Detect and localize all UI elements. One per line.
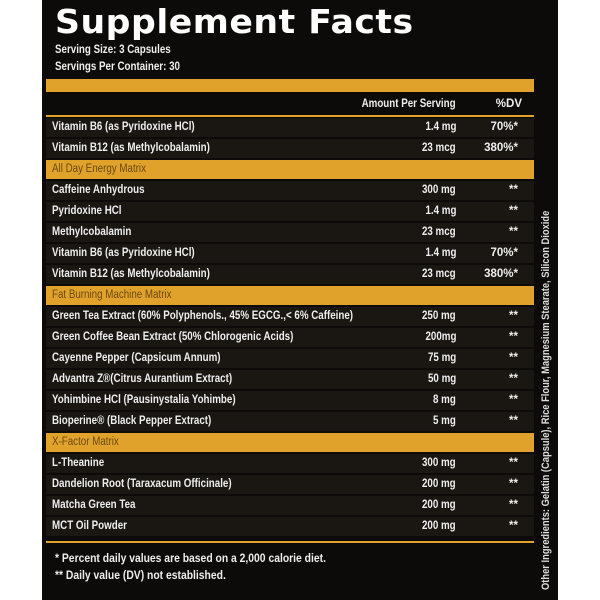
ingredient-name: Dandelion Root (Taraxacum Officinale) — [52, 478, 232, 490]
daily-value: ** — [509, 457, 518, 469]
daily-value: ** — [509, 226, 518, 238]
divider-line — [46, 115, 534, 117]
table-row: Methylcobalamin 23 mcg ** — [46, 223, 534, 242]
ingredient-name: Advantra Z®(Citrus Aurantium Extract) — [52, 373, 233, 385]
ingredient-name: Caffeine Anhydrous — [52, 184, 145, 196]
ingredient-name: Vitamin B6 (as Pyridoxine HCl) — [52, 121, 195, 133]
table-row: Yohimbine HCl (Pausinystalia Yohimbe) 8 m… — [46, 391, 534, 410]
amount: 200 mg — [422, 478, 456, 490]
daily-value: ** — [509, 184, 518, 196]
daily-value: 380%* — [484, 142, 518, 154]
table-row: Pyridoxine HCl 1.4 mg ** — [46, 202, 534, 221]
section-header: X-Factor Matrix — [46, 433, 534, 452]
table-row: Matcha Green Tea 200 mg ** — [46, 496, 534, 515]
ingredient-name: Vitamin B12 (as Methylcobalamin) — [52, 268, 210, 280]
other-ingredients: Other Ingredients: Gelatin (Capsule), Ri… — [540, 210, 552, 590]
amount: 1.4 mg — [425, 205, 456, 217]
daily-value: ** — [509, 352, 518, 364]
page-title: Supplement Facts — [55, 2, 414, 41]
ingredient-name: Green Tea Extract (60% Polyphenols., 45%… — [52, 310, 354, 322]
amount: 200 mg — [422, 520, 456, 532]
serving-size: Serving Size: 3 Capsules — [55, 44, 171, 56]
table-row: L-Theanine 300 mg ** — [46, 454, 534, 473]
amount-header: Amount Per Serving — [362, 98, 456, 110]
ingredient-name: Matcha Green Tea — [52, 499, 136, 511]
table-row: Vitamin B12 (as Methylcobalamin) 23 mcg 38… — [46, 265, 534, 284]
amount: 8 mg — [433, 394, 456, 406]
ingredient-name: Vitamin B6 (as Pyridoxine HCl) — [52, 247, 195, 259]
daily-value: 70%* — [490, 247, 519, 259]
divider-line — [46, 541, 534, 543]
table-row: Vitamin B12 (as Methylcobalamin) 23 mcg 38… — [46, 139, 534, 158]
section-label: All Day Energy Matrix — [52, 163, 146, 175]
daily-value: ** — [509, 499, 518, 511]
facts-table: Vitamin B6 (as Pyridoxine HCl) 1.4 mg 70%*… — [46, 118, 534, 538]
table-row: Green Coffee Bean Extract (50% Chlorogen… — [46, 328, 534, 347]
daily-value: 70%* — [490, 121, 519, 133]
amount: 23 mcg — [422, 268, 456, 280]
daily-value: ** — [509, 331, 518, 343]
daily-value: ** — [509, 520, 518, 532]
section-header: All Day Energy Matrix — [46, 160, 534, 179]
amount: 300 mg — [422, 184, 456, 196]
daily-value: ** — [509, 415, 518, 427]
daily-value: ** — [509, 394, 518, 406]
daily-value: ** — [509, 478, 518, 490]
ingredient-name: L-Theanine — [52, 457, 105, 469]
table-row: Advantra Z®(Citrus Aurantium Extract) 50 … — [46, 370, 534, 389]
daily-value: 380%* — [484, 268, 518, 280]
amount: 5 mg — [433, 415, 456, 427]
table-row: MCT Oil Powder 200 mg ** — [46, 517, 534, 536]
daily-value: ** — [509, 310, 518, 322]
amount: 300 mg — [422, 457, 456, 469]
amount: 50 mg — [427, 373, 456, 385]
table-row: Vitamin B6 (as Pyridoxine HCl) 1.4 mg 70%* — [46, 244, 534, 263]
table-row: Green Tea Extract (60% Polyphenols., 45%… — [46, 307, 534, 326]
amount: 23 mcg — [422, 142, 456, 154]
table-row: Bioperine® (Black Pepper Extract) 5 mg ** — [46, 412, 534, 431]
amount: 1.4 mg — [425, 121, 456, 133]
daily-value: ** — [509, 373, 518, 385]
divider-bar — [46, 79, 534, 92]
ingredient-name: Green Coffee Bean Extract (50% Chlorogen… — [52, 331, 294, 343]
servings-per-container: Servings Per Container: 30 — [55, 61, 180, 73]
section-label: Fat Burning Machine Matrix — [52, 289, 172, 301]
footnote: ** Daily value (DV) not established. — [55, 570, 226, 582]
footnote: * Percent daily values are based on a 2,… — [55, 553, 326, 565]
daily-value: ** — [509, 205, 518, 217]
ingredient-name: Vitamin B12 (as Methylcobalamin) — [52, 142, 210, 154]
section-label: X-Factor Matrix — [52, 436, 119, 448]
ingredient-name: MCT Oil Powder — [52, 520, 127, 532]
table-row: Cayenne Pepper (Capsicum Annum) 75 mg ** — [46, 349, 534, 368]
amount: 200mg — [425, 331, 456, 343]
table-row: Vitamin B6 (as Pyridoxine HCl) 1.4 mg 70%* — [46, 118, 534, 137]
section-header: Fat Burning Machine Matrix — [46, 286, 534, 305]
ingredient-name: Yohimbine HCl (Pausinystalia Yohimbe) — [52, 394, 236, 406]
table-row: Caffeine Anhydrous 300 mg ** — [46, 181, 534, 200]
ingredient-name: Pyridoxine HCl — [52, 205, 122, 217]
amount: 250 mg — [422, 310, 456, 322]
amount: 1.4 mg — [425, 247, 456, 259]
ingredient-name: Bioperine® (Black Pepper Extract) — [52, 415, 212, 427]
dv-header: %DV — [495, 98, 522, 110]
amount: 75 mg — [427, 352, 456, 364]
ingredient-name: Methylcobalamin — [52, 226, 132, 238]
table-row: Dandelion Root (Taraxacum Officinale) 200… — [46, 475, 534, 494]
column-header: Amount Per Serving %DV — [46, 94, 534, 114]
amount: 23 mcg — [422, 226, 456, 238]
amount: 200 mg — [422, 499, 456, 511]
ingredient-name: Cayenne Pepper (Capsicum Annum) — [52, 352, 221, 364]
